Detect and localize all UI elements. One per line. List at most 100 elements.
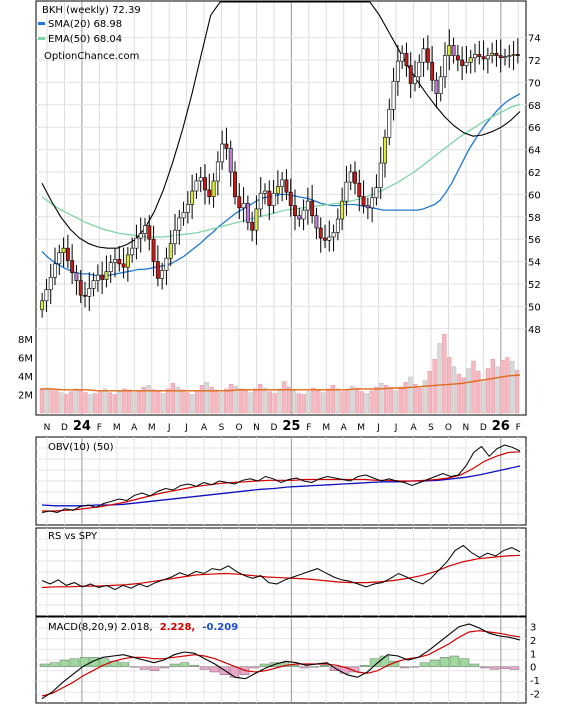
ema-legend: EMA(50) 68.04 [48, 34, 122, 45]
candle-body [438, 76, 443, 94]
macd-hist-bar [369, 658, 380, 667]
volume-bar [78, 390, 83, 414]
price-tick-label: 54 [528, 258, 541, 269]
volume-bar [505, 357, 510, 414]
macd-hist-bar [79, 657, 90, 667]
candle-body [365, 205, 370, 209]
volume-bar [214, 389, 219, 414]
volume-bar [316, 390, 321, 414]
obv-signal-50-line [41, 465, 521, 507]
candle-body [408, 65, 413, 84]
macd-hist-bar [399, 666, 410, 669]
candle-body [507, 55, 512, 57]
volume-bar [388, 388, 394, 414]
candle-body [353, 171, 357, 184]
x-tick-label: O [445, 423, 452, 433]
macd-hist-bar [129, 666, 140, 668]
volume-bar [160, 393, 166, 414]
volume-bar [335, 388, 340, 414]
macd-hist-bar [309, 666, 320, 668]
candle-body [57, 252, 62, 265]
volume-axis-ticks: 2M 4M 6M 8M [18, 335, 33, 402]
candle-body [237, 196, 242, 209]
volume-bar [146, 384, 151, 414]
price-tick-label: 68 [528, 101, 541, 112]
volume-bar [165, 388, 171, 414]
candle-body [374, 187, 379, 199]
obv-label: OBV(10) (50) [48, 442, 114, 453]
x-tick-label: A [201, 423, 208, 433]
x-tick-label: O [235, 423, 242, 433]
candle-body [61, 247, 66, 253]
obv-line [41, 444, 521, 514]
candle-body [250, 222, 255, 231]
candle-body [417, 61, 422, 78]
x-tick-label: A [131, 423, 138, 433]
candle-body [177, 217, 182, 231]
volume-bar [393, 390, 399, 414]
price-tick-label: 66 [528, 123, 541, 134]
candle-body [340, 200, 345, 220]
macd-hist-bar [359, 665, 370, 667]
volume-bar [490, 359, 496, 414]
volume-bar [480, 379, 486, 414]
candle-body [387, 108, 392, 138]
macd-tick-label: 0 [530, 663, 536, 674]
volume-bar [136, 390, 142, 414]
volume-bar [112, 394, 117, 414]
volume-bar [223, 388, 229, 414]
candle-body [293, 205, 297, 216]
macd-label-signal: 2.228, [160, 622, 195, 633]
candle-body [447, 45, 452, 56]
candle-body [378, 162, 383, 188]
volume-bar [262, 387, 268, 414]
x-tick-label: D [61, 423, 68, 433]
volume-bar [73, 388, 79, 414]
volume-bar [345, 389, 350, 414]
volume-bar [68, 391, 74, 414]
volume-bar [219, 392, 224, 414]
volume-bar [451, 366, 457, 414]
x-tick-label: S [428, 423, 434, 433]
volume-bar [456, 373, 462, 414]
watermark: OptionChance.com [44, 51, 139, 62]
price-tick-label: 70 [528, 78, 541, 89]
macd-hist-bar [479, 666, 490, 669]
candle-body [211, 180, 216, 197]
volume-bar [325, 388, 331, 414]
volume-tick-label: 4M [18, 372, 33, 383]
price-tick-label: 56 [528, 235, 541, 246]
volume-bar [442, 334, 447, 414]
candle-body [48, 276, 53, 290]
macd-hist-bar [319, 665, 330, 667]
macd-hist-bar [119, 662, 130, 667]
macd-hist-bar [39, 663, 50, 667]
volume-bar [296, 393, 302, 414]
ema-legend-swatch [38, 37, 45, 40]
volume-bar [320, 392, 326, 414]
x-tick-label: J [184, 423, 188, 433]
candle-body [245, 203, 250, 223]
macd-hist-bar [149, 666, 160, 671]
candle-body [168, 243, 173, 259]
volume-bar [243, 390, 248, 414]
macd-hist-bar [449, 655, 460, 667]
macd-hist-bar [189, 665, 200, 667]
candle-body [194, 180, 199, 192]
candle-body [421, 48, 426, 63]
volume-bar [131, 392, 137, 414]
price-tick-label: 72 [528, 56, 541, 67]
candle-body [323, 237, 327, 241]
x-tick-label: J [394, 423, 398, 433]
candle-body [104, 271, 109, 280]
macd-hist-bar [89, 657, 100, 667]
candle-body [181, 212, 186, 219]
macd-hist-bar [469, 663, 480, 667]
candle-body [481, 56, 486, 60]
volume-bar [311, 387, 316, 414]
x-tick-label: N [463, 423, 470, 433]
macd-axis-ticks: 3 2 1 0 -1 -2 [530, 623, 540, 701]
macd-hist-bar [139, 666, 150, 670]
candle-body [511, 54, 516, 56]
macd-hist-bar [69, 658, 80, 667]
